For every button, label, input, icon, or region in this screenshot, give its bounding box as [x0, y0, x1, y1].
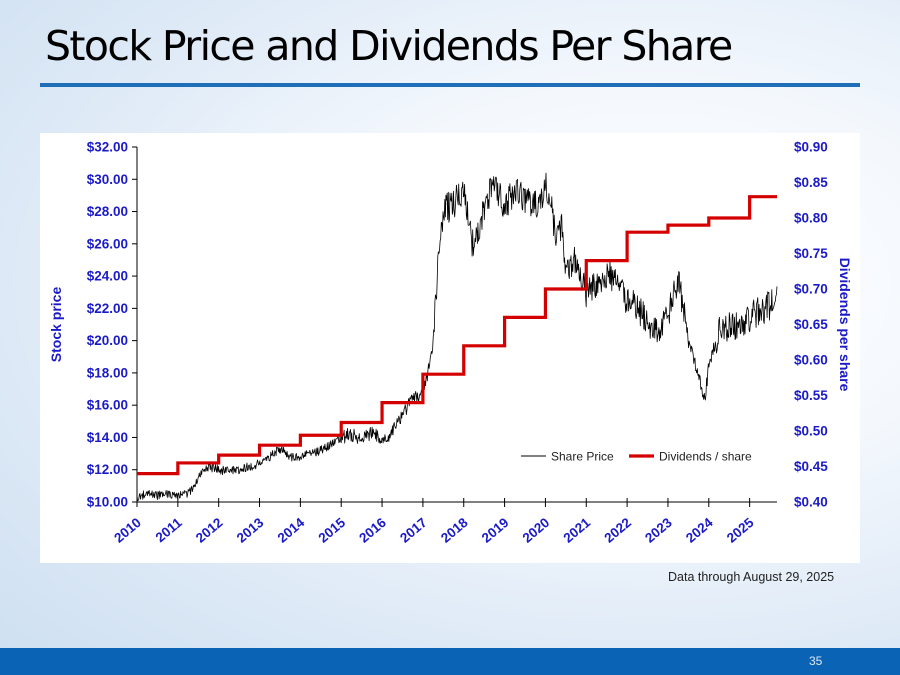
footer-bar: [0, 648, 900, 675]
page-title: Stock Price and Dividends Per Share: [45, 22, 733, 70]
stock-dividend-chart: $10.00 $12.00 $14.00 $16.00 $18.00 $20.00 $22.…: [48, 140, 853, 546]
right-tick-label: $0.85: [794, 175, 828, 190]
left-tick-label: $20.00: [87, 333, 128, 348]
title-underline: [40, 83, 860, 87]
x-tick-label: 2021: [561, 515, 594, 546]
right-tick-label: $0.50: [794, 424, 828, 439]
left-tick-label: $14.00: [87, 430, 128, 445]
left-tick-label: $18.00: [87, 365, 128, 380]
dividends-step-line: [137, 195, 777, 476]
x-tick-label: 2024: [683, 515, 716, 546]
x-tick-label: 2022: [601, 515, 634, 546]
x-tick-label: 2011: [153, 514, 185, 545]
right-tick-label: $0.55: [794, 388, 828, 403]
x-tick-label: 2018: [438, 515, 471, 546]
right-axis-title: Dividends per share: [837, 258, 853, 392]
right-tick-label: $0.90: [794, 140, 828, 155]
x-tick-label: 2012: [193, 515, 226, 546]
right-tick-label: $0.45: [794, 459, 828, 474]
left-tick-label: $10.00: [87, 495, 128, 510]
x-tick-label: 2017: [397, 515, 430, 546]
right-tick-label: $0.80: [794, 211, 828, 226]
left-axis-title: Stock price: [48, 287, 64, 363]
x-tick-label: 2025: [724, 515, 757, 546]
share-price-line: [136, 172, 778, 501]
right-tick-label: $0.75: [794, 246, 828, 261]
right-tick-label: $0.40: [794, 495, 828, 510]
x-tick-label: 2013: [234, 515, 267, 546]
data-note: Data through August 29, 2025: [668, 570, 835, 584]
left-tick-label: $22.00: [87, 301, 128, 316]
chart-panel: $10.00 $12.00 $14.00 $16.00 $18.00 $20.00 $22.…: [40, 133, 860, 563]
page-number: 35: [809, 654, 823, 668]
x-tick-label: 2023: [642, 515, 675, 546]
right-tick-label: $0.65: [794, 317, 828, 332]
legend-dividends-label: Dividends / share: [659, 450, 752, 464]
x-tick-label: 2014: [275, 515, 308, 546]
x-tick-label: 2016: [356, 515, 389, 546]
right-tick-label: $0.60: [794, 353, 828, 368]
left-tick-label: $30.00: [87, 172, 128, 187]
left-tick-label: $12.00: [87, 462, 128, 477]
x-tick-label: 2020: [520, 515, 553, 546]
x-tick-label: 2019: [479, 515, 512, 546]
left-tick-label: $24.00: [87, 269, 128, 284]
left-tick-label: $28.00: [87, 204, 128, 219]
x-tick-label: 2010: [111, 515, 144, 546]
left-tick-label: $32.00: [87, 140, 128, 155]
right-tick-label: $0.70: [794, 282, 828, 297]
x-tick-label: 2015: [315, 515, 348, 546]
legend-share-price-label: Share Price: [551, 450, 614, 464]
left-tick-label: $26.00: [87, 236, 128, 251]
left-tick-label: $16.00: [87, 398, 128, 413]
